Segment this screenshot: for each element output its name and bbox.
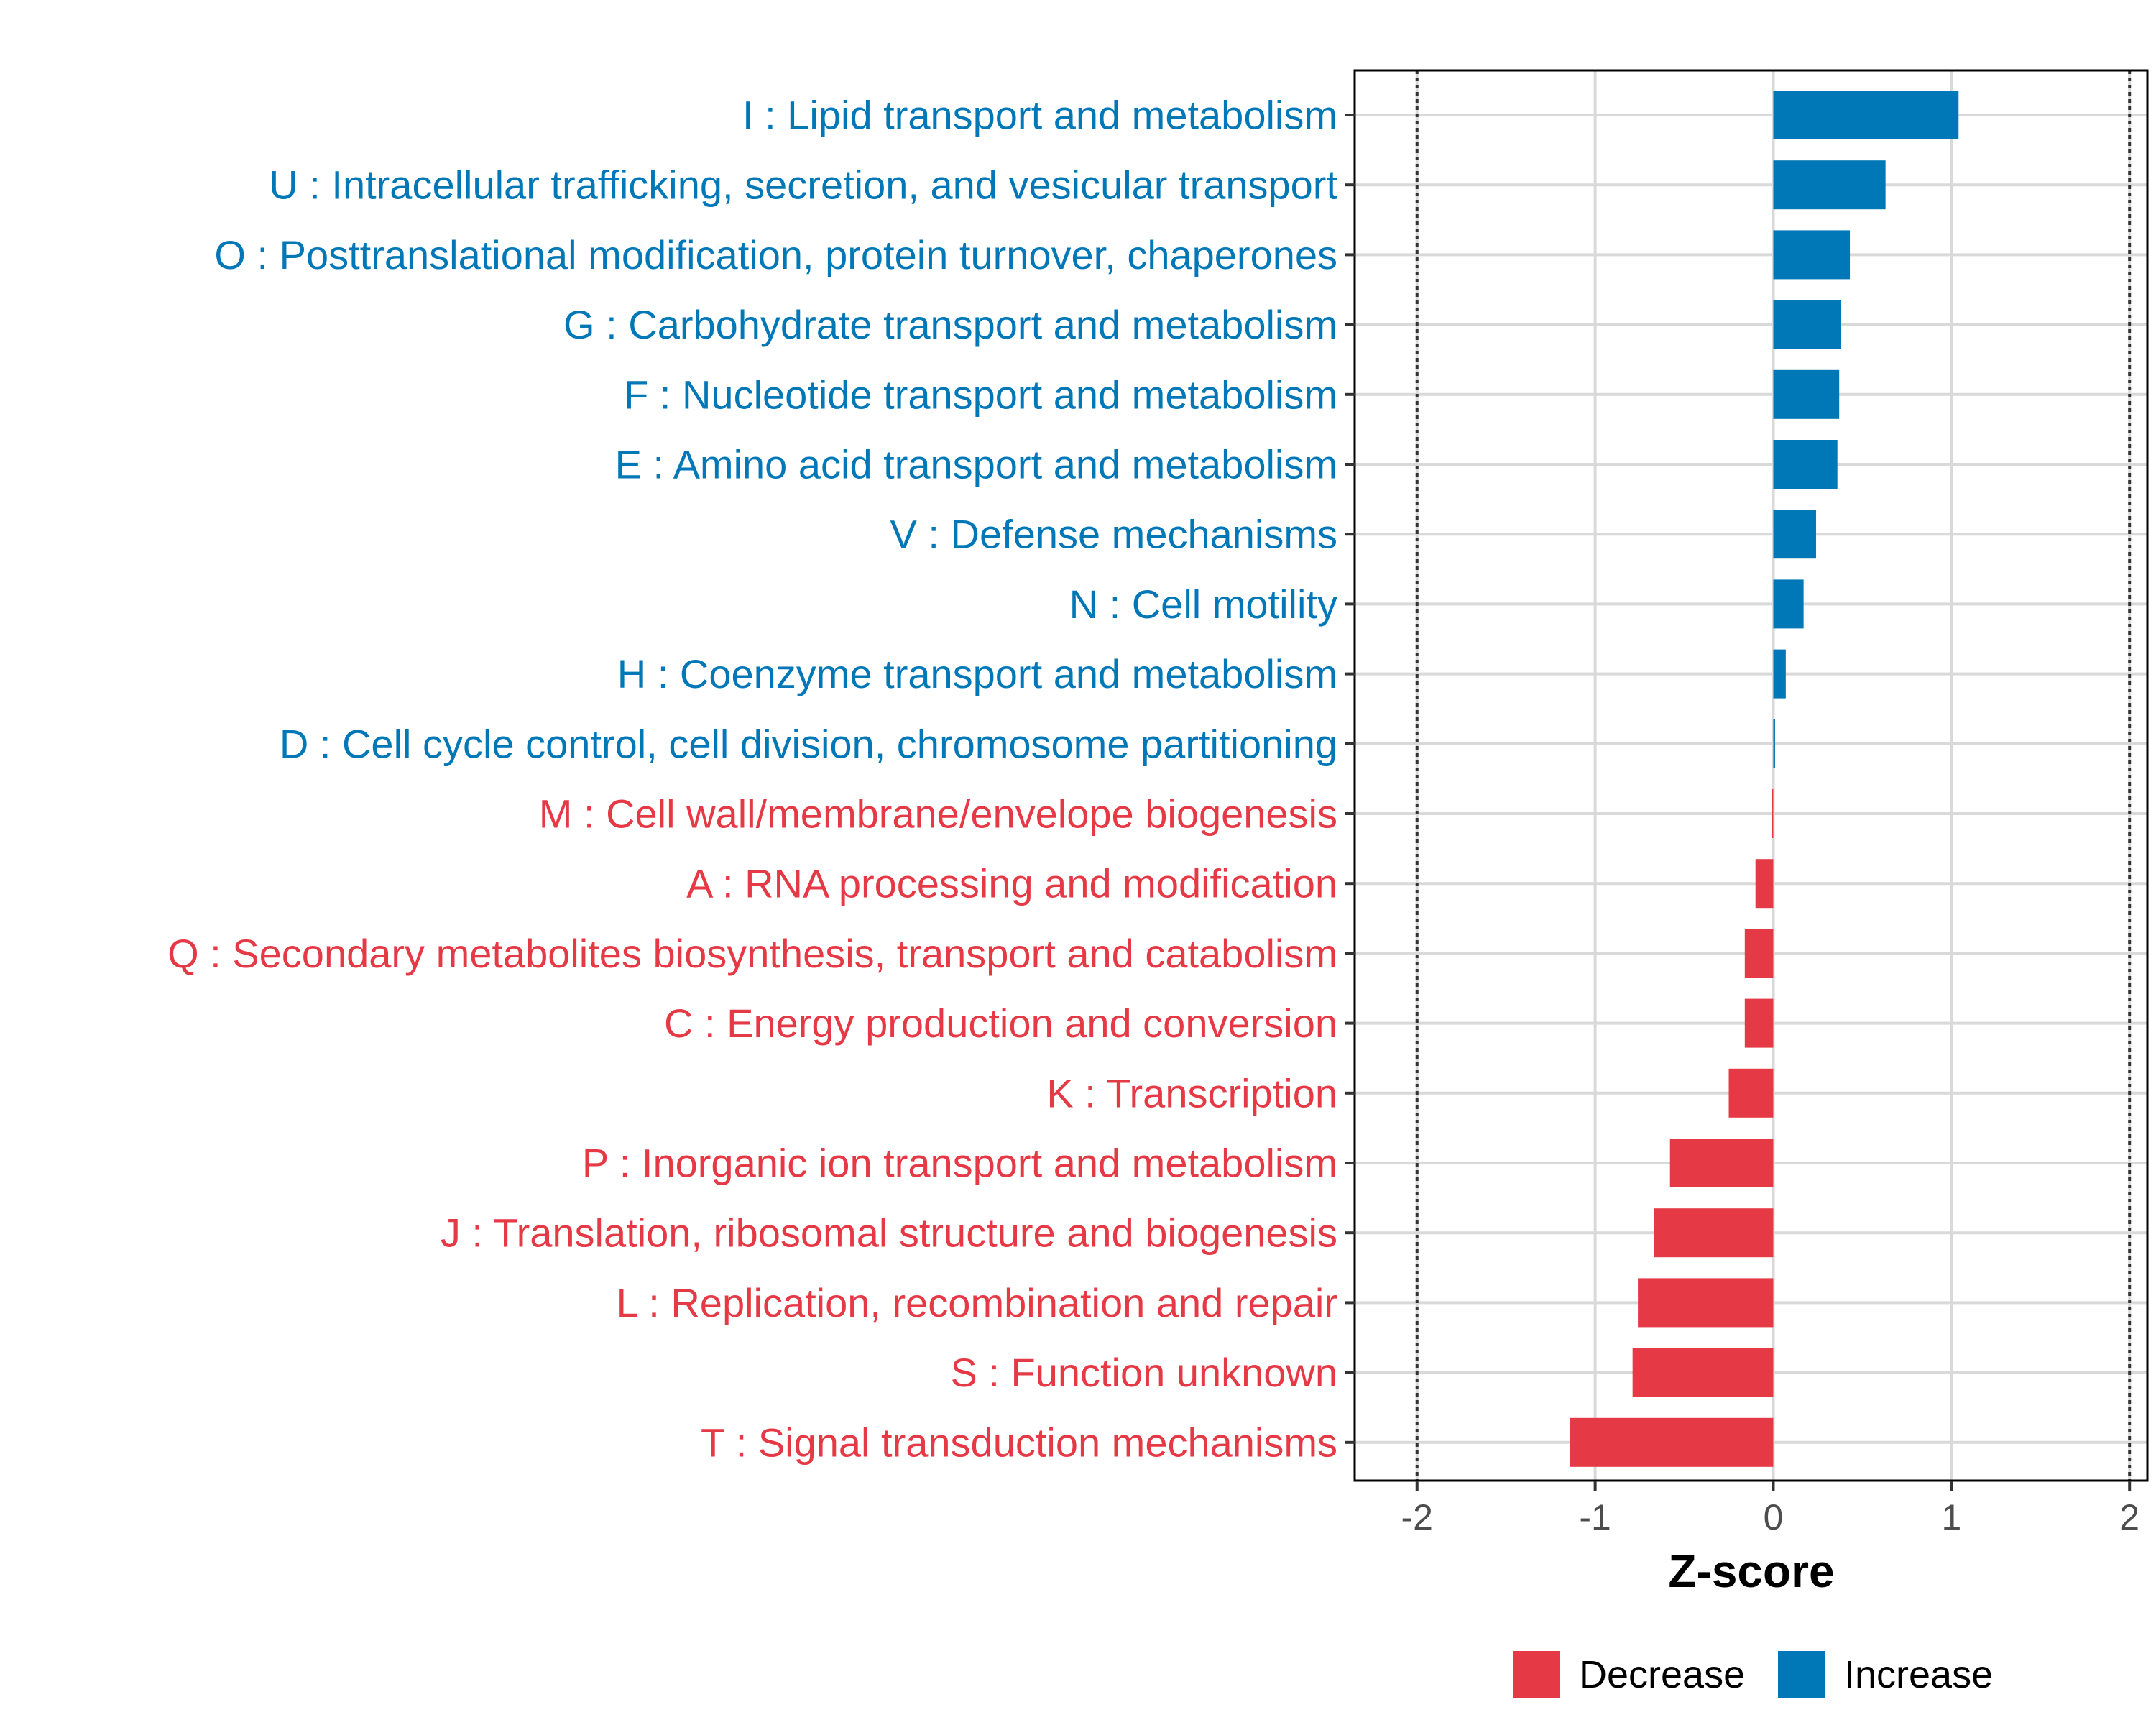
bar [1570,1417,1774,1467]
category-label: S : Function unknown [950,1350,1337,1395]
category-label: A : RNA processing and modification [686,861,1337,906]
bar [1669,1138,1774,1187]
category-label: N : Cell motility [1069,581,1337,627]
bar [1654,1208,1774,1258]
bars [1570,91,1959,1467]
bar [1773,579,1804,629]
category-label: D : Cell cycle control, cell division, c… [280,721,1337,766]
axis-ticks [1345,114,2132,1491]
legend-label: Decrease [1579,1653,1745,1696]
legend-label: Increase [1844,1653,1993,1696]
bar [1773,300,1841,349]
bar [1744,998,1774,1048]
legend-swatch [1778,1651,1825,1698]
category-label: O : Posttranslational modification, prot… [214,232,1337,277]
category-label: P : Inorganic ion transport and metaboli… [582,1141,1337,1186]
legend-swatch [1513,1651,1560,1698]
category-label: C : Energy production and conversion [664,1000,1337,1046]
plot-panel-border [1353,69,2149,1482]
bar [1773,719,1775,768]
category-label: G : Carbohydrate transport and metabolis… [563,302,1337,347]
x-tick-label: -1 [1579,1497,1611,1537]
category-label: K : Transcription [1046,1070,1337,1116]
x-axis-title: Z-score [1668,1545,1834,1597]
category-label: E : Amino acid transport and metabolism [615,442,1337,487]
category-label: V : Defense mechanisms [890,512,1337,557]
reference-lines [1415,70,2132,1481]
x-tick-label: 2 [2119,1497,2139,1537]
bar [1728,1068,1774,1118]
category-label: Q : Secondary metabolites biosynthesis, … [167,931,1337,976]
x-tick-label: 1 [1941,1497,1961,1537]
bar [1773,91,1959,139]
x-tick-labels: -2 -1 0 1 2 [1401,1497,2140,1537]
bar [1632,1348,1774,1397]
bar [1773,369,1840,419]
bar [1773,649,1786,699]
category-label: J : Translation, ribosomal structure and… [441,1210,1337,1256]
category-labels: I : Lipid transport and metabolism U : In… [167,93,1337,1466]
x-tick-label: -2 [1401,1497,1433,1537]
bar [1772,789,1774,838]
x-tick-label: 0 [1764,1497,1784,1537]
bar [1773,440,1838,489]
bar [1755,859,1774,908]
category-label: F : Nucleotide transport and metabolism [624,372,1337,417]
category-label: I : Lipid transport and metabolism [742,93,1337,138]
bar [1773,230,1851,280]
bar [1773,160,1886,210]
category-label: L : Replication, recombination and repai… [617,1280,1337,1325]
category-label: T : Signal transduction mechanisms [701,1420,1337,1465]
bar [1744,929,1774,978]
category-label: U : Intracellular trafficking, secretion… [269,162,1337,208]
category-label: M : Cell wall/membrane/envelope biogenes… [539,791,1337,837]
legend: Decrease Increase [1513,1651,1993,1698]
bar [1773,510,1816,559]
category-label: H : Coenzyme transport and metabolism [617,651,1337,696]
bar [1638,1278,1774,1328]
